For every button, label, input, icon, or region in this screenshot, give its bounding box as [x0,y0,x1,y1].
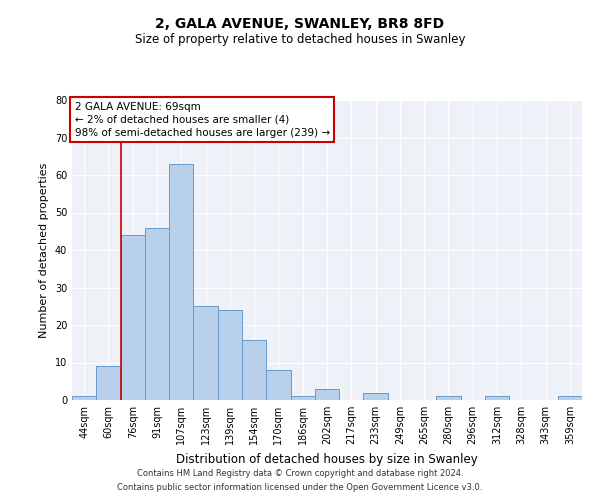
Bar [218,310,242,400]
Bar [169,164,193,400]
Bar [290,396,315,400]
Text: Contains HM Land Registry data © Crown copyright and database right 2024.: Contains HM Land Registry data © Crown c… [137,468,463,477]
Bar [266,370,290,400]
Text: 2, GALA AVENUE, SWANLEY, BR8 8FD: 2, GALA AVENUE, SWANLEY, BR8 8FD [155,18,445,32]
Bar [96,366,121,400]
Text: 2 GALA AVENUE: 69sqm
← 2% of detached houses are smaller (4)
98% of semi-detache: 2 GALA AVENUE: 69sqm ← 2% of detached ho… [74,102,329,138]
Text: Contains public sector information licensed under the Open Government Licence v3: Contains public sector information licen… [118,484,482,492]
Bar [72,396,96,400]
Bar [436,396,461,400]
Bar [242,340,266,400]
Bar [558,396,582,400]
Bar [121,235,145,400]
Y-axis label: Number of detached properties: Number of detached properties [39,162,49,338]
Bar [193,306,218,400]
Bar [364,392,388,400]
Bar [485,396,509,400]
Text: Size of property relative to detached houses in Swanley: Size of property relative to detached ho… [135,32,465,46]
X-axis label: Distribution of detached houses by size in Swanley: Distribution of detached houses by size … [176,452,478,466]
Bar [315,389,339,400]
Bar [145,228,169,400]
